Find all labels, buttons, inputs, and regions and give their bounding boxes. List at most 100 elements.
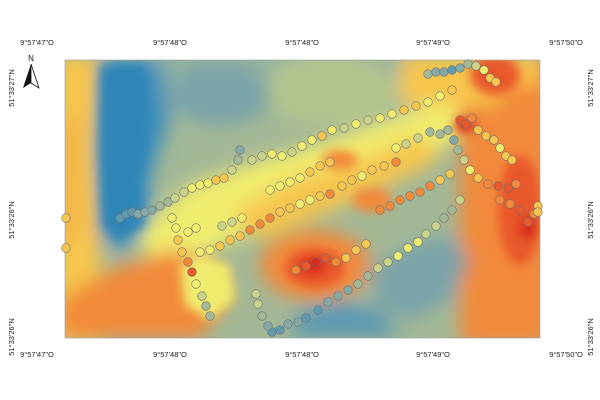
sample-point [277, 151, 287, 161]
sample-point [315, 191, 325, 201]
sample-points [61, 59, 543, 337]
sample-point [61, 243, 71, 253]
sample-point [323, 297, 333, 307]
sample-point [205, 311, 215, 321]
sample-point [353, 279, 363, 289]
sample-point [305, 167, 315, 177]
sample-point [195, 180, 205, 190]
sample-point [265, 213, 275, 223]
sample-point [219, 173, 229, 183]
sample-point [507, 155, 517, 165]
sample-point [385, 201, 395, 211]
sample-point [395, 195, 405, 205]
north-arrow-label: N [28, 54, 34, 63]
sample-point [217, 221, 227, 231]
sample-point [403, 243, 413, 253]
sample-point [313, 305, 323, 315]
sample-point [399, 105, 409, 115]
sample-point [325, 189, 335, 199]
sample-point [301, 261, 311, 271]
sample-point [447, 65, 457, 75]
sample-point [439, 67, 449, 77]
sample-point [311, 257, 321, 267]
sample-point [343, 285, 353, 295]
sample-point [307, 135, 317, 145]
top-label-1: 9°57'47"O [20, 38, 54, 47]
sample-point [225, 235, 235, 245]
sample-point [275, 181, 285, 191]
sample-point [435, 175, 445, 185]
sample-point [301, 313, 311, 323]
sample-point [305, 195, 315, 205]
sample-point [425, 181, 435, 191]
sample-point [423, 69, 433, 79]
sample-point [237, 213, 247, 223]
sample-point [461, 119, 471, 129]
bottom-label-5: 9°57'50"O [549, 350, 583, 359]
sample-point [245, 225, 255, 235]
sample-point [265, 185, 275, 195]
sample-point [421, 229, 431, 239]
sample-point [293, 317, 303, 327]
sample-point [233, 155, 243, 165]
sample-point [315, 161, 325, 171]
sample-point [351, 119, 361, 129]
sample-point [339, 123, 349, 133]
sample-point [523, 217, 533, 227]
sample-point [191, 223, 201, 233]
sample-point [447, 85, 457, 95]
sample-point [439, 213, 449, 223]
sample-point [285, 203, 295, 213]
sample-point [491, 77, 501, 87]
sample-point [445, 169, 455, 179]
sample-point [253, 299, 263, 309]
sample-point [275, 207, 285, 217]
sample-point [357, 171, 367, 181]
sample-point [473, 125, 483, 135]
sample-point [285, 177, 295, 187]
bottom-label-4: 9°57'49"O [416, 350, 450, 359]
sample-point [317, 131, 327, 141]
sample-point [465, 165, 475, 175]
sample-point [347, 175, 357, 185]
sample-point [533, 207, 543, 217]
sample-point [283, 319, 293, 329]
sample-point [255, 219, 265, 229]
left-label-1: 51°33'27"N [7, 69, 16, 107]
sample-point [363, 271, 373, 281]
sample-point [495, 143, 505, 153]
top-label-5: 9°57'50"O [549, 38, 583, 47]
sample-point [471, 61, 481, 71]
sample-point [413, 133, 423, 143]
sample-point [297, 141, 307, 151]
top-label-2: 9°57'48"O [153, 38, 187, 47]
left-label-2: 51°33'26"N [7, 201, 16, 239]
sample-point [423, 97, 433, 107]
sample-point [291, 265, 301, 275]
sample-point [481, 131, 491, 141]
right-label-1: 51°33'27"N [586, 69, 595, 107]
sample-point [187, 183, 197, 193]
sample-point [341, 253, 351, 263]
top-label-3: 9°57'48"O [285, 38, 319, 47]
sample-point [179, 187, 189, 197]
sample-point [263, 321, 273, 331]
sample-point [505, 199, 515, 209]
sample-point [431, 221, 441, 231]
sample-point [167, 213, 177, 223]
right-label-2: 51°33'26"N [586, 201, 595, 239]
sample-point [171, 223, 181, 233]
sample-point [321, 253, 331, 263]
sample-point [197, 291, 207, 301]
sample-point [361, 239, 371, 249]
sample-point [191, 279, 201, 289]
sample-point [275, 325, 285, 335]
sample-point [337, 181, 347, 191]
sample-point [473, 173, 483, 183]
sample-point [383, 257, 393, 267]
north-arrow-icon [23, 63, 40, 89]
sample-point [387, 109, 397, 119]
sample-point [459, 155, 469, 165]
sample-point [435, 129, 445, 139]
